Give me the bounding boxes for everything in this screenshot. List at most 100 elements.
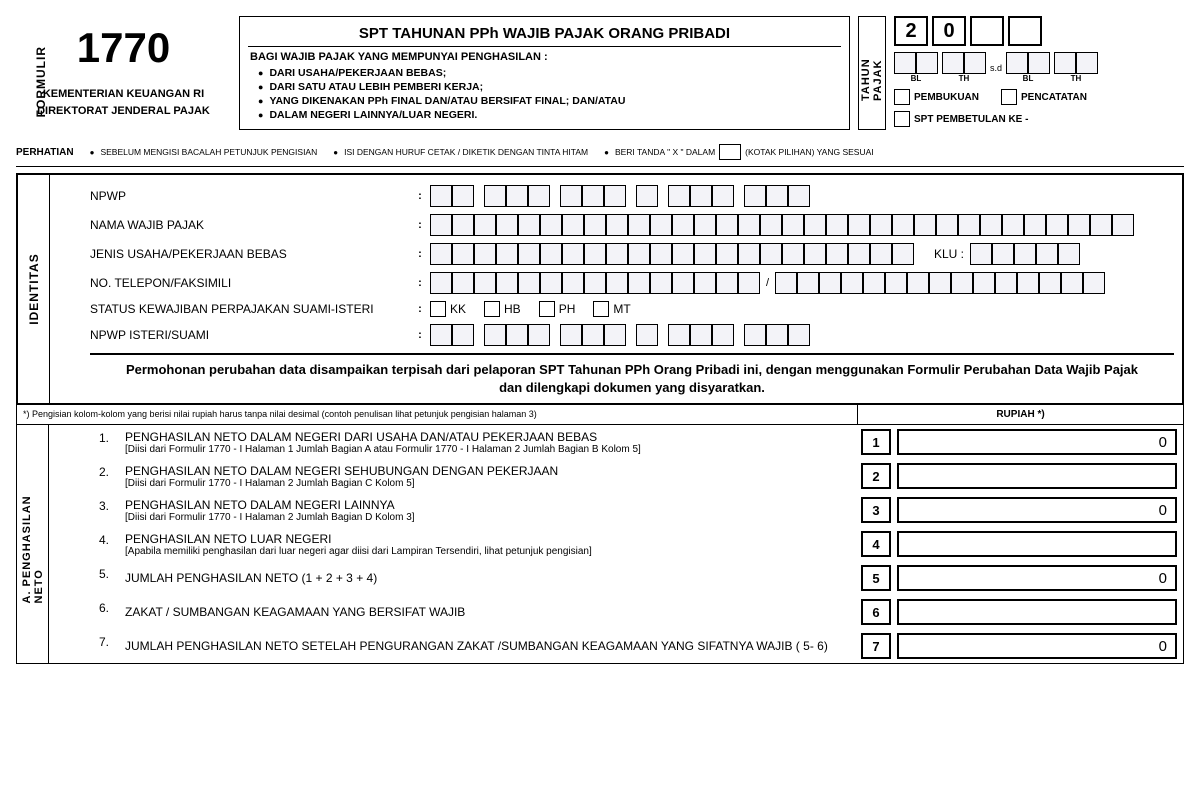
input-cell[interactable] <box>582 185 604 207</box>
kk-checkbox[interactable] <box>430 301 446 317</box>
input-cell[interactable] <box>474 272 496 294</box>
input-cell[interactable] <box>1017 272 1039 294</box>
year-digit-cell[interactable] <box>970 16 1004 46</box>
input-cell[interactable] <box>885 272 907 294</box>
period-bl1-cell[interactable] <box>916 52 938 74</box>
input-cell[interactable] <box>430 214 452 236</box>
input-cell[interactable] <box>672 214 694 236</box>
input-cell[interactable] <box>672 272 694 294</box>
input-cell[interactable] <box>738 243 760 265</box>
input-cell[interactable] <box>766 185 788 207</box>
input-cell[interactable] <box>694 243 716 265</box>
input-cell[interactable] <box>892 243 914 265</box>
input-cell[interactable] <box>712 185 734 207</box>
pembukuan-checkbox[interactable] <box>894 89 910 105</box>
status-mt-option[interactable]: MT <box>593 301 630 317</box>
year-digit-cell[interactable]: 0 <box>932 16 966 46</box>
input-cell[interactable] <box>1090 214 1112 236</box>
telepon-input[interactable] <box>430 272 760 294</box>
pencatatan-checkbox[interactable] <box>1001 89 1017 105</box>
status-kk-option[interactable]: KK <box>430 301 466 317</box>
input-cell[interactable] <box>951 272 973 294</box>
input-cell[interactable] <box>907 272 929 294</box>
input-cell[interactable] <box>1112 214 1134 236</box>
spt-pembetulan-option[interactable]: SPT PEMBETULAN KE - <box>894 111 1184 127</box>
period-bl1-cell[interactable] <box>894 52 916 74</box>
input-cell[interactable] <box>744 185 766 207</box>
input-cell[interactable] <box>826 214 848 236</box>
input-cell[interactable] <box>863 272 885 294</box>
input-cell[interactable] <box>970 243 992 265</box>
input-cell[interactable] <box>958 214 980 236</box>
year-digit-cell[interactable] <box>1008 16 1042 46</box>
input-cell[interactable] <box>518 272 540 294</box>
input-cell[interactable] <box>1024 214 1046 236</box>
input-cell[interactable] <box>628 214 650 236</box>
input-cell[interactable] <box>584 243 606 265</box>
spt-pembetulan-checkbox[interactable] <box>894 111 910 127</box>
input-cell[interactable] <box>870 214 892 236</box>
input-cell[interactable] <box>606 272 628 294</box>
input-cell[interactable] <box>506 185 528 207</box>
input-cell[interactable] <box>841 272 863 294</box>
input-cell[interactable] <box>584 272 606 294</box>
input-cell[interactable] <box>496 214 518 236</box>
input-cell[interactable] <box>760 214 782 236</box>
input-cell[interactable] <box>628 243 650 265</box>
input-cell[interactable] <box>604 324 626 346</box>
input-cell[interactable] <box>650 272 672 294</box>
input-cell[interactable] <box>1061 272 1083 294</box>
income-value-input[interactable] <box>897 531 1177 557</box>
status-ph-option[interactable]: PH <box>539 301 576 317</box>
input-cell[interactable] <box>694 272 716 294</box>
input-cell[interactable] <box>766 324 788 346</box>
input-cell[interactable] <box>668 185 690 207</box>
period-bl2-cell[interactable] <box>1028 52 1050 74</box>
input-cell[interactable] <box>452 324 474 346</box>
input-cell[interactable] <box>1002 214 1024 236</box>
period-th2-cell[interactable] <box>1054 52 1076 74</box>
input-cell[interactable] <box>995 272 1017 294</box>
income-value-input[interactable] <box>897 599 1177 625</box>
input-cell[interactable] <box>1083 272 1105 294</box>
input-cell[interactable] <box>690 185 712 207</box>
input-cell[interactable] <box>430 272 452 294</box>
input-cell[interactable] <box>560 324 582 346</box>
input-cell[interactable] <box>650 243 672 265</box>
status-hb-option[interactable]: HB <box>484 301 521 317</box>
input-cell[interactable] <box>540 272 562 294</box>
input-cell[interactable] <box>562 272 584 294</box>
input-cell[interactable] <box>672 243 694 265</box>
input-cell[interactable] <box>496 272 518 294</box>
jenis-input[interactable] <box>430 243 914 265</box>
input-cell[interactable] <box>668 324 690 346</box>
input-cell[interactable] <box>738 214 760 236</box>
input-cell[interactable] <box>430 324 452 346</box>
input-cell[interactable] <box>738 272 760 294</box>
period-th1-cell[interactable] <box>964 52 986 74</box>
input-cell[interactable] <box>528 185 550 207</box>
klu-input[interactable] <box>970 243 1080 265</box>
input-cell[interactable] <box>430 243 452 265</box>
input-cell[interactable] <box>690 324 712 346</box>
input-cell[interactable] <box>518 243 540 265</box>
input-cell[interactable] <box>584 214 606 236</box>
input-cell[interactable] <box>716 243 738 265</box>
mt-checkbox[interactable] <box>593 301 609 317</box>
period-bl2-cell[interactable] <box>1006 52 1028 74</box>
income-value-input[interactable]: 0 <box>897 429 1177 455</box>
period-th1-cell[interactable] <box>942 52 964 74</box>
input-cell[interactable] <box>788 185 810 207</box>
input-cell[interactable] <box>474 214 496 236</box>
input-cell[interactable] <box>540 243 562 265</box>
input-cell[interactable] <box>496 243 518 265</box>
income-value-input[interactable] <box>897 463 1177 489</box>
input-cell[interactable] <box>452 214 474 236</box>
income-value-input[interactable]: 0 <box>897 633 1177 659</box>
period-th2-cell[interactable] <box>1076 52 1098 74</box>
input-cell[interactable] <box>870 243 892 265</box>
input-cell[interactable] <box>606 214 628 236</box>
input-cell[interactable] <box>452 272 474 294</box>
input-cell[interactable] <box>848 214 870 236</box>
income-value-input[interactable]: 0 <box>897 497 1177 523</box>
